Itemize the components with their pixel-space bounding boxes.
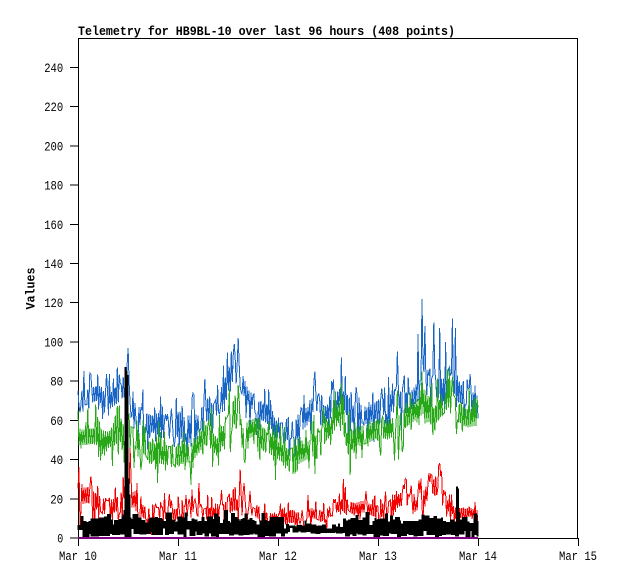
- svg-text:0: 0: [57, 532, 63, 547]
- svg-text:60: 60: [50, 414, 63, 429]
- svg-text:Values: Values: [24, 267, 39, 309]
- svg-text:100: 100: [44, 335, 63, 350]
- svg-text:180: 180: [44, 179, 63, 194]
- svg-text:220: 220: [44, 100, 63, 115]
- svg-text:Mar 12: Mar 12: [259, 549, 297, 564]
- svg-text:Mar 13: Mar 13: [359, 549, 397, 564]
- svg-text:140: 140: [44, 257, 63, 272]
- svg-text:160: 160: [44, 218, 63, 233]
- svg-text:Mar 15: Mar 15: [559, 549, 597, 564]
- svg-text:Telemetry for HB9BL-10 over la: Telemetry for HB9BL-10 over last 96 hour…: [78, 24, 455, 39]
- svg-text:240: 240: [44, 61, 63, 76]
- svg-text:120: 120: [44, 296, 63, 311]
- svg-text:Mar 11: Mar 11: [159, 549, 197, 564]
- svg-text:20: 20: [50, 492, 63, 507]
- svg-text:40: 40: [50, 453, 63, 468]
- svg-text:80: 80: [50, 375, 63, 390]
- svg-text:Mar 14: Mar 14: [459, 549, 497, 564]
- svg-text:200: 200: [44, 139, 63, 154]
- svg-text:Mar 10: Mar 10: [59, 549, 97, 564]
